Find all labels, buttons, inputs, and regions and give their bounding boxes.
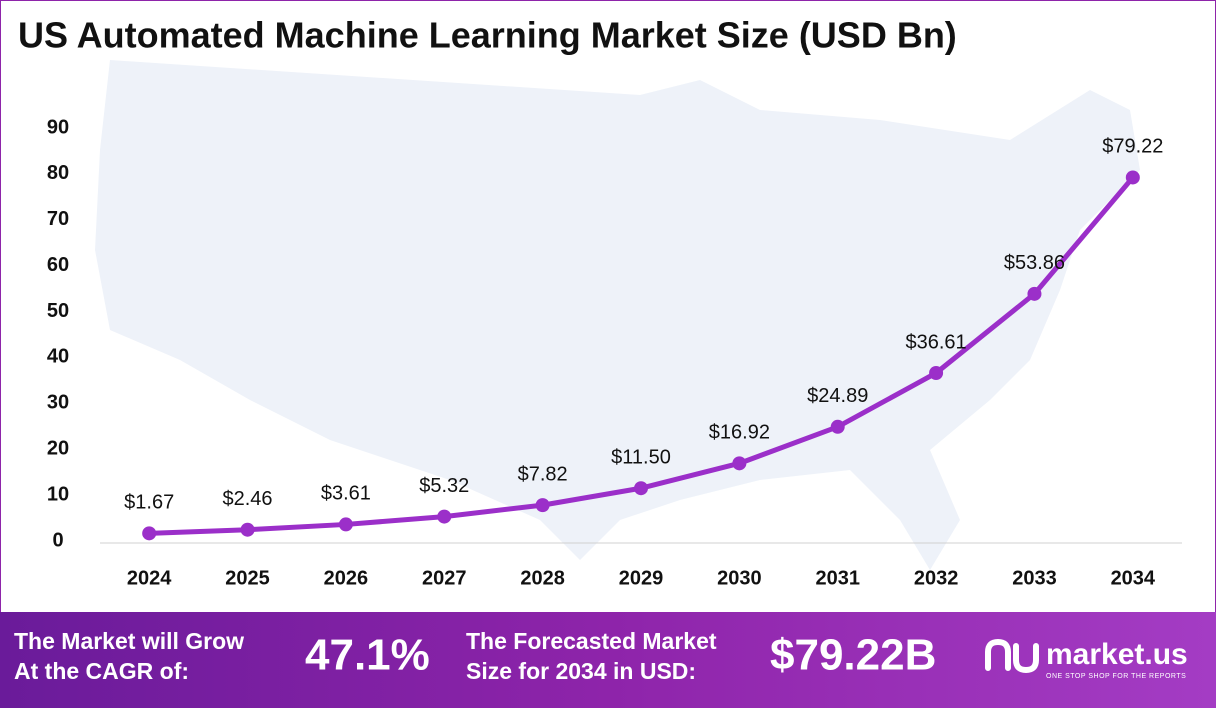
x-tick-label: 2031 [815,567,860,589]
x-tick-label: 2033 [1012,567,1057,589]
value-label: $36.61 [906,331,967,353]
cagr-label: The Market will Grow [14,628,244,654]
x-tick-label: 2025 [225,567,270,589]
y-tick-label: 30 [47,392,69,414]
y-tick-label: 60 [47,254,69,276]
map-background [95,60,1140,570]
value-label: $5.32 [419,475,469,497]
y-tick-label: 90 [47,116,69,138]
point [338,517,353,532]
point [1125,170,1140,185]
value-label: $2.46 [223,488,273,510]
value-label: $11.50 [611,447,671,469]
x-tick-label: 2029 [619,567,664,589]
point [437,509,452,524]
point [732,456,747,471]
point [535,498,550,513]
cagr-value: 47.1% [305,631,430,680]
value-label: $16.92 [709,422,770,444]
x-tick-label: 2030 [717,567,762,589]
x-tick-label: 2027 [422,567,467,589]
x-tick-label: 2026 [324,567,369,589]
point [1027,286,1042,301]
y-tick-label: 40 [47,346,69,368]
point [142,526,157,541]
y-tick-label: 10 [47,483,69,505]
y-tick-label: 20 [47,438,69,460]
value-label: $7.82 [518,463,568,485]
x-tick-label: 2028 [520,567,565,589]
value-label: $3.61 [321,483,371,505]
y-tick-label: 50 [47,300,69,322]
point [634,481,648,496]
brand-logo [985,638,1039,674]
value-label: $79.22 [1102,136,1163,158]
y-tick-label: 70 [47,208,69,230]
y-tick-label: 80 [47,162,69,184]
chart-title: US Automated Machine Learning Market Siz… [18,15,957,56]
forecast-label: Size for 2034 in USD: [466,658,696,684]
value-label: $24.89 [807,385,868,407]
brand-tagline: ONE STOP SHOP FOR THE REPORTS [1046,673,1186,680]
x-tick-label: 2024 [127,567,172,589]
value-label: $1.67 [124,492,174,514]
x-tick-label: 2034 [1111,567,1156,589]
y-tick-label: 0 [52,529,63,551]
point [929,366,944,381]
cagr-label: At the CAGR of: [14,658,189,684]
forecast-label: The Forecasted Market [466,628,717,654]
value-label: $53.86 [1004,252,1065,274]
point [830,419,845,434]
brand-name: market.us [1046,638,1188,671]
forecast-value: $79.22B [770,631,936,680]
point [240,522,255,537]
x-tick-label: 2032 [914,567,959,589]
